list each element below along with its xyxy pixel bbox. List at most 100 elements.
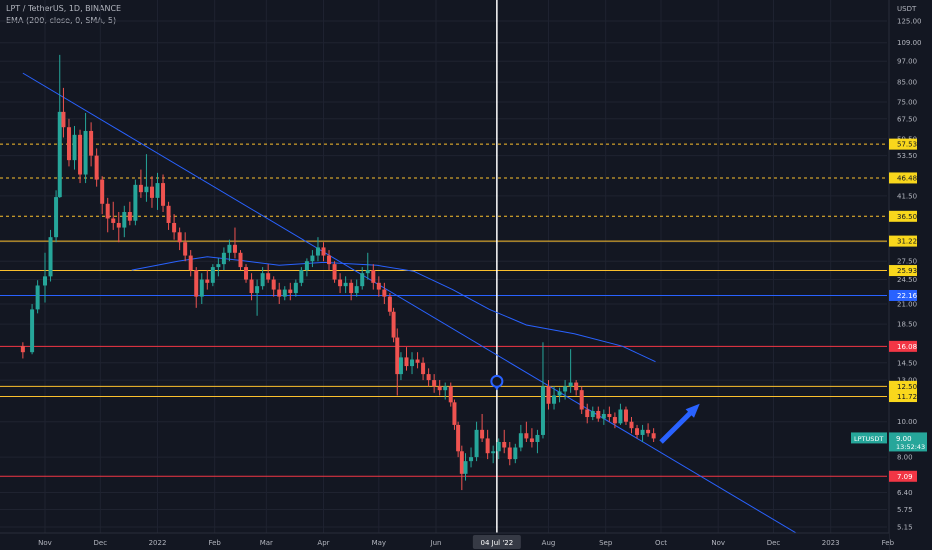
- candle-body: [382, 289, 387, 297]
- symbol-legend[interactable]: LPT / TetherUS, 1D, BINANCE: [6, 4, 122, 13]
- candle-body: [354, 286, 359, 294]
- candle-body: [415, 359, 420, 363]
- candle-body: [288, 289, 293, 294]
- candle-body: [513, 447, 518, 460]
- candle-body: [507, 447, 512, 460]
- last-price-value: 9.00: [896, 435, 912, 443]
- last-price-countdown: 13:52:43: [896, 443, 925, 451]
- location-marker-tip: [493, 385, 500, 391]
- candle-body: [277, 289, 282, 297]
- y-tick-label: 75.00: [897, 99, 917, 107]
- y-tick-label: 5.75: [897, 506, 913, 514]
- y-tick-label: 13.00: [897, 377, 917, 385]
- candle-body: [133, 184, 138, 221]
- candle-body: [540, 386, 545, 435]
- y-tick-label: 6.40: [897, 489, 913, 497]
- candle-body: [205, 279, 210, 283]
- y-tick-label: 14.50: [897, 359, 917, 367]
- level-badge-label: 31.22: [897, 238, 917, 246]
- candle-body: [443, 386, 448, 391]
- candle-body: [459, 451, 464, 474]
- crosshair-date-badge: [472, 535, 521, 549]
- candle-body: [421, 362, 426, 375]
- x-tick-label: Aug: [542, 539, 556, 547]
- candle-body: [43, 276, 47, 286]
- candle-body: [149, 186, 154, 198]
- candle-body: [100, 179, 105, 204]
- candle-body: [387, 296, 392, 312]
- candle-body: [365, 270, 370, 274]
- candle-body: [651, 433, 656, 439]
- location-marker-icon: [490, 374, 504, 388]
- candle-body: [249, 279, 254, 294]
- candle-body: [640, 429, 645, 435]
- candle-body: [579, 390, 584, 410]
- candle-body: [293, 282, 298, 294]
- candle-body: [172, 222, 177, 233]
- candle-body: [177, 232, 182, 243]
- candle-body: [360, 273, 365, 287]
- candle-body: [535, 434, 540, 442]
- candle-body: [210, 267, 215, 283]
- level-badge: [889, 391, 917, 403]
- level-badge-label: 25.93: [897, 267, 917, 275]
- y-tick-label: 18.50: [897, 321, 917, 329]
- candle-body: [371, 270, 376, 283]
- candle-body: [437, 386, 442, 391]
- last-price-badge: [889, 432, 927, 452]
- candle-body: [161, 183, 166, 206]
- candle-body: [105, 203, 110, 219]
- candles: [20, 54, 656, 491]
- level-badge: [889, 380, 917, 392]
- candle-body: [122, 212, 127, 228]
- candle-body: [127, 212, 132, 221]
- candle-body: [57, 111, 62, 198]
- candle-body: [456, 424, 461, 452]
- x-tick-label: Mar: [260, 539, 273, 547]
- level-badge-label: 16.08: [897, 343, 917, 351]
- y-tick-label: 67.50: [897, 115, 917, 123]
- level-badge-label: 36.50: [897, 213, 917, 221]
- time-axis: Nov Dec 2022 Feb Mar Apr May Jun 04 Jul '22 Aug Se…: [0, 532, 895, 550]
- candle-body: [596, 410, 601, 419]
- candle-body: [529, 438, 534, 442]
- candle-body: [524, 433, 529, 439]
- candle-body: [376, 282, 381, 290]
- level-badge: [889, 289, 917, 301]
- x-tick-label: 2022: [149, 539, 167, 547]
- candle-body: [111, 218, 116, 223]
- x-tick-label: Dec: [94, 539, 108, 547]
- candle-body: [496, 441, 501, 452]
- candle-body: [502, 441, 507, 448]
- candle-body: [260, 273, 265, 287]
- y-tick-label: 5.15: [897, 524, 913, 532]
- x-tick-label: Sep: [599, 539, 613, 547]
- plot-area: [0, 0, 887, 533]
- candle-body: [452, 402, 457, 425]
- candle-body: [607, 413, 612, 418]
- y-tick-label: 41.50: [897, 192, 917, 200]
- candle-body: [563, 386, 568, 392]
- y-tick-label: 85.00: [897, 79, 917, 87]
- candle-body: [54, 197, 59, 238]
- candle-body: [89, 130, 94, 156]
- level-badge: [889, 340, 917, 352]
- candle-body: [590, 410, 595, 418]
- candle-body: [618, 409, 623, 424]
- candle-body: [94, 155, 99, 180]
- candle-body: [48, 237, 53, 277]
- level-badge: [889, 470, 917, 482]
- level-badge-label: 11.72: [897, 393, 917, 401]
- candle-body: [557, 391, 562, 396]
- time-axis-bg: [0, 533, 889, 550]
- candle-body: [623, 409, 628, 422]
- level-badge-label: 46.48: [897, 174, 917, 182]
- price-axis: USDT125.00109.0097.0085.0075.0067.5059.5…: [888, 0, 932, 550]
- candle-body: [480, 429, 485, 439]
- symbol-badge: [851, 432, 887, 444]
- candle-body: [183, 242, 188, 256]
- candle-body: [646, 429, 651, 434]
- candle-body: [66, 127, 71, 161]
